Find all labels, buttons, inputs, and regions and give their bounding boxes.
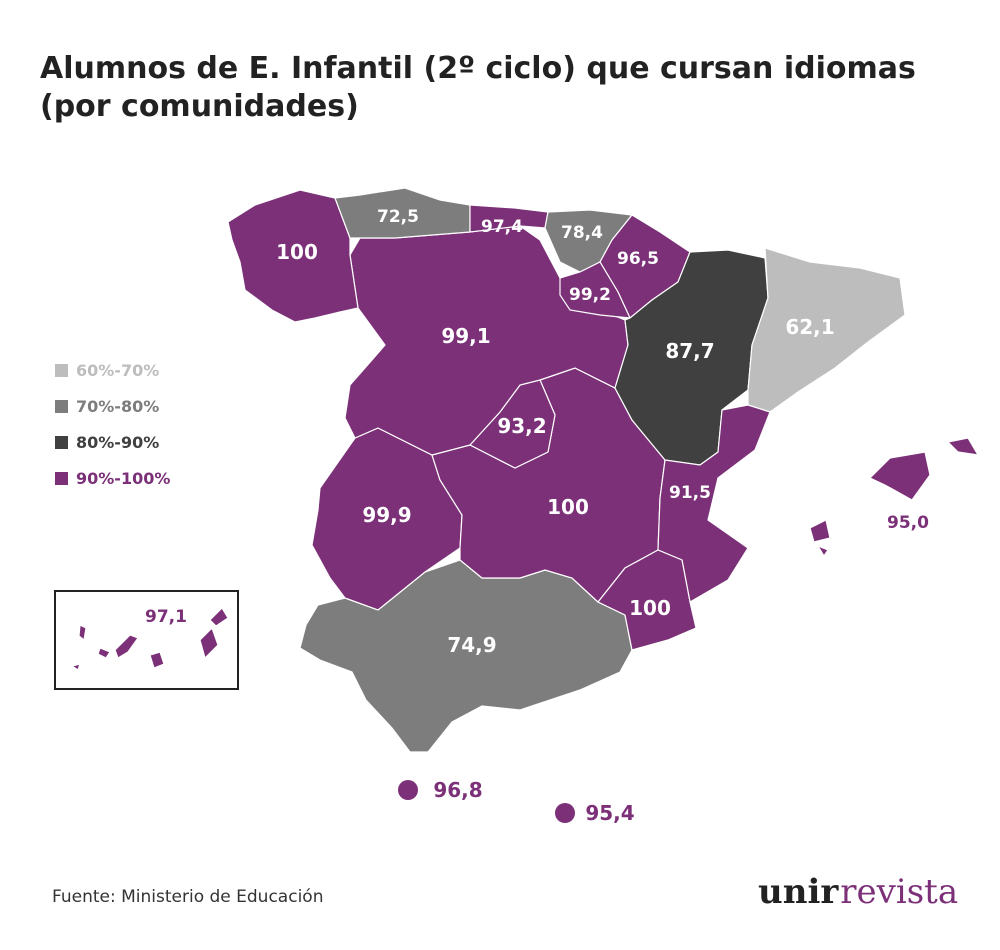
legend-swatch (55, 435, 68, 449)
legend-item-70-80: 70%-80% (55, 388, 170, 424)
value-galicia: 100 (276, 240, 318, 264)
canarias-inset (54, 590, 239, 690)
value-andalucia: 74,9 (447, 633, 496, 657)
legend-swatch (55, 399, 68, 413)
region-canarias[interactable] (70, 607, 229, 671)
legend-label: 70%-80% (76, 396, 160, 416)
value-cataluna: 62,1 (785, 315, 834, 339)
region-murcia[interactable] (597, 549, 697, 651)
region-galicia[interactable] (227, 189, 359, 323)
region-valencia[interactable] (657, 404, 771, 603)
value-extremadura: 99,9 (362, 503, 411, 527)
legend-label: 80%-90% (76, 432, 160, 452)
region-baleares[interactable] (809, 437, 980, 558)
legend-label: 90%-100% (76, 468, 171, 488)
legend-swatch (55, 471, 68, 485)
legend-label: 60%-70% (76, 360, 160, 380)
value-melilla: 95,4 (585, 801, 634, 825)
brand-logo[interactable]: unirrevista (758, 872, 958, 912)
region-ceuta[interactable] (398, 780, 418, 800)
value-la-rioja: 99,2 (569, 285, 611, 305)
value-valencia: 91,5 (669, 483, 711, 503)
value-asturias: 72,5 (377, 207, 419, 227)
legend: 60%-70% 70%-80% 80%-90% 90%-100% (55, 352, 170, 496)
legend-swatch (55, 363, 68, 377)
legend-item-80-90: 80%-90% (55, 424, 170, 460)
legend-item-60-70: 60%-70% (55, 352, 170, 388)
value-baleares: 95,0 (887, 513, 929, 533)
source-note: Fuente: Ministerio de Educación (52, 887, 324, 907)
brand-revista: revista (840, 872, 959, 912)
value-madrid: 93,2 (497, 414, 546, 438)
value-cantabria: 97,4 (481, 217, 523, 237)
region-castilla-leon[interactable] (344, 225, 629, 456)
value-murcia: 100 (629, 596, 671, 620)
value-aragon: 87,7 (665, 339, 714, 363)
region-melilla[interactable] (555, 803, 575, 823)
value-canarias: 97,1 (145, 607, 187, 627)
map-title: Alumnos de E. Infantil (2º ciclo) que cu… (40, 51, 916, 124)
value-ceuta: 96,8 (433, 778, 482, 802)
value-pais-vasco: 78,4 (561, 223, 603, 243)
legend-item-90-100: 90%-100% (55, 460, 170, 496)
region-cataluna[interactable] (747, 247, 906, 413)
value-navarra: 96,5 (617, 249, 659, 269)
value-castilla-leon: 99,1 (441, 324, 490, 348)
brand-unir: unir (758, 872, 839, 912)
value-castilla-la-mancha: 100 (547, 495, 589, 519)
